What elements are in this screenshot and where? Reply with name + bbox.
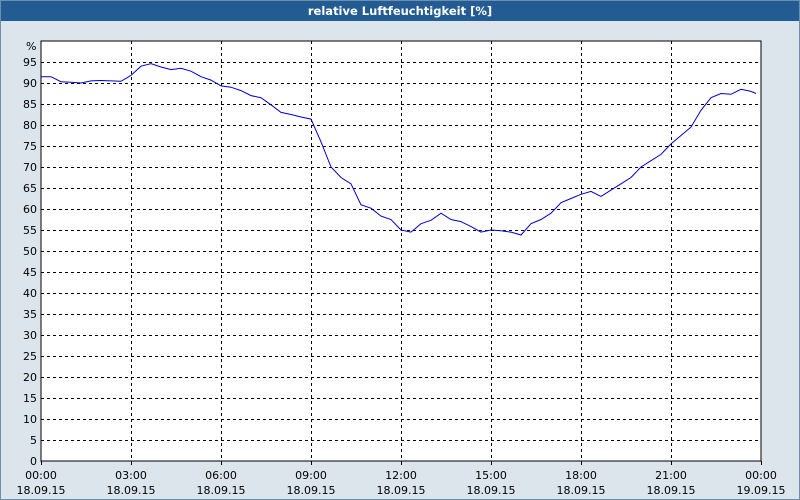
- x-tick-date-label: 18.09.15: [197, 484, 246, 497]
- y-axis-ticks: 0 5 10 15 20 25 30 35 40 45 50 55 60 65 70 75 80 85 90 95: [23, 56, 37, 468]
- y-tick-label: 60: [23, 203, 37, 216]
- y-tick-label: 5: [30, 434, 37, 447]
- x-tick-time-label: 03:00: [115, 469, 147, 482]
- x-tick-date-label: 18.09.15: [377, 484, 426, 497]
- y-tick-label: 20: [23, 371, 37, 384]
- y-tick-label: 95: [23, 56, 37, 69]
- y-tick-label: 10: [23, 413, 37, 426]
- x-tick-date-label: 18.09.15: [647, 484, 696, 497]
- x-tick-time-label: 00:00: [745, 469, 777, 482]
- y-tick-label: 90: [23, 77, 37, 90]
- chart-title: relative Luftfeuchtigkeit [%]: [307, 4, 493, 18]
- y-tick-label: 25: [23, 350, 37, 363]
- x-tick-time-label: 21:00: [655, 469, 687, 482]
- humidity-series-line: [41, 63, 757, 236]
- x-tick-date-label: 19.09.15: [737, 484, 786, 497]
- x-tick-time-label: 06:00: [205, 469, 237, 482]
- x-tick-time-label: 15:00: [475, 469, 507, 482]
- y-tick-label: 75: [23, 140, 37, 153]
- x-tick-date-label: 18.09.15: [287, 484, 336, 497]
- y-tick-label: 65: [23, 182, 37, 195]
- y-tick-label: 0: [30, 455, 37, 468]
- y-axis-unit-label: %: [26, 40, 36, 53]
- x-tick-date-label: 18.09.15: [17, 484, 66, 497]
- y-tick-label: 15: [23, 392, 37, 405]
- title-bar: relative Luftfeuchtigkeit [%]: [1, 1, 799, 21]
- y-tick-label: 40: [23, 287, 37, 300]
- y-tick-label: 70: [23, 161, 37, 174]
- x-tick-time-label: 09:00: [295, 469, 327, 482]
- x-tick-time-label: 00:00: [25, 469, 57, 482]
- x-tick-date-label: 18.09.15: [467, 484, 516, 497]
- x-tick-date-label: 18.09.15: [107, 484, 156, 497]
- y-tick-label: 55: [23, 224, 37, 237]
- y-tick-label: 30: [23, 329, 37, 342]
- x-tick-date-label: 18.09.15: [557, 484, 606, 497]
- y-tick-label: 85: [23, 98, 37, 111]
- y-tick-label: 80: [23, 119, 37, 132]
- x-tick-time-label: 12:00: [385, 469, 417, 482]
- y-tick-label: 35: [23, 308, 37, 321]
- x-tick-time-label: 18:00: [565, 469, 597, 482]
- grid-lines: [41, 41, 761, 461]
- y-tick-label: 50: [23, 245, 37, 258]
- x-axis-ticks: 00:00 18.09.15 03:00 18.09.15 06:00 18.09.15 0…: [17, 461, 786, 497]
- y-tick-label: 45: [23, 266, 37, 279]
